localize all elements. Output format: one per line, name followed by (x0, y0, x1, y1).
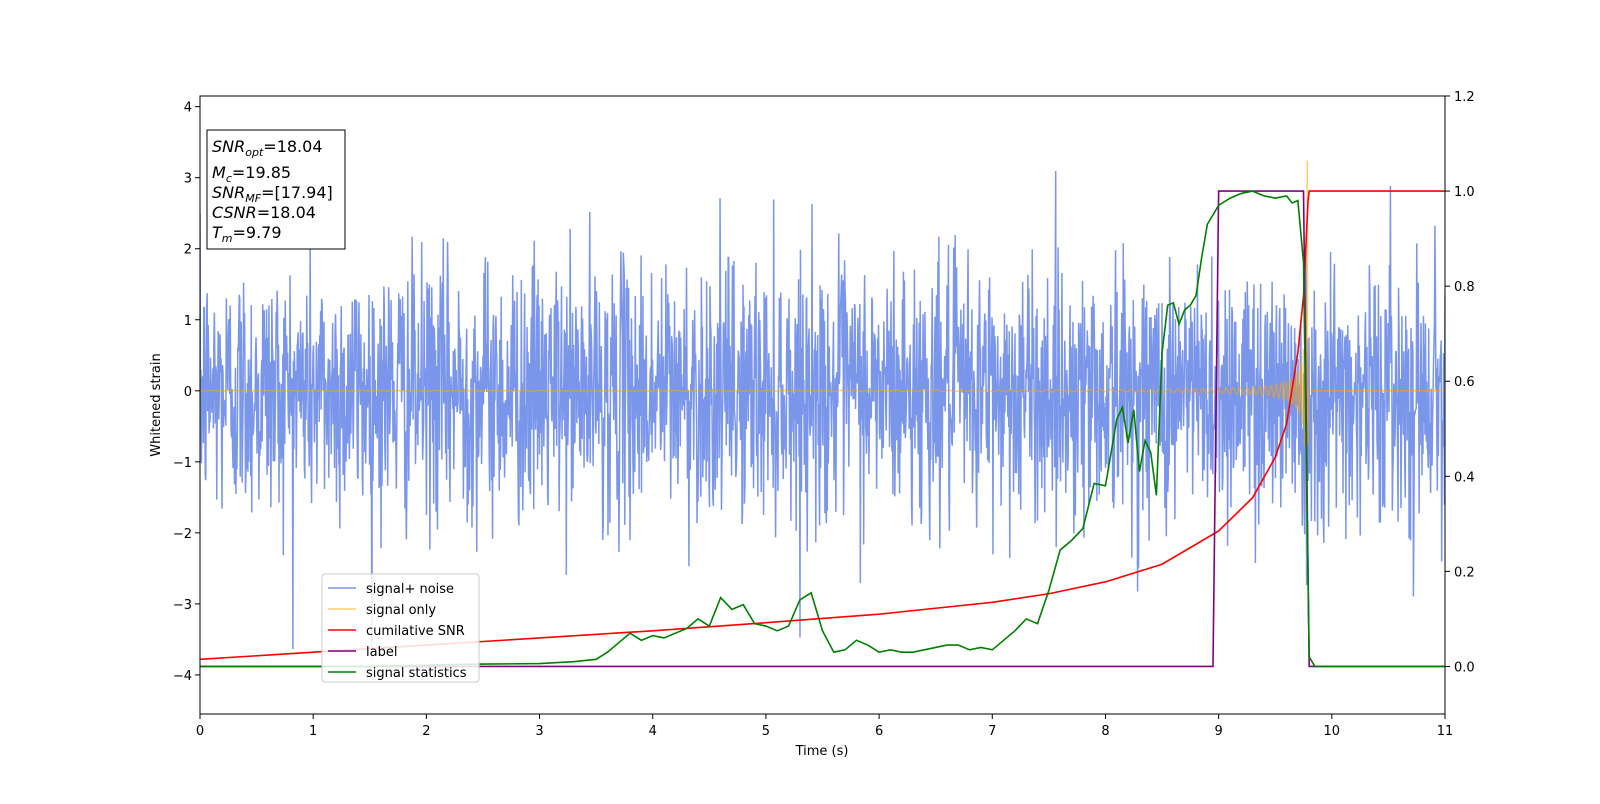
info-snr-opt: SNRopt=18.04 (212, 137, 323, 159)
series-layer (200, 160, 1445, 668)
x-tick-label: 0 (196, 724, 204, 739)
y-tick-label: 3 (184, 172, 192, 187)
y-tick-label: −1 (173, 456, 192, 471)
info-box-frame (206, 129, 346, 250)
y-tick-label: 1 (184, 314, 192, 329)
y2-tick-label: 0.8 (1454, 280, 1475, 295)
plot-frame (199, 95, 1446, 715)
x-tick-label: 4 (649, 724, 657, 739)
series-signal-noise (200, 171, 1445, 660)
y-axis-left: 4 3 2 1 0 −1 −2 −3 −4 (173, 101, 200, 684)
y-tick-label: −3 (173, 598, 192, 613)
info-csnr: CSNR=18.04 (212, 203, 316, 222)
y-axis-right: 1.2 1.0 0.8 0.6 0.4 0.2 0.0 (1445, 90, 1475, 675)
y-tick-label: −4 (173, 669, 192, 684)
x-tick-label: 8 (1101, 724, 1109, 739)
info-mc: Mc=19.85 (212, 163, 291, 185)
x-tick-label: 2 (422, 724, 430, 739)
x-axis: 0 1 2 3 4 5 6 7 8 9 10 11 (196, 714, 1453, 739)
series-cumilative-snr (200, 190, 1445, 661)
legend: signal+ noise signal only cumilative SNR la… (321, 573, 480, 683)
legend-label: cumilative SNR (366, 624, 465, 639)
x-tick-label: 10 (1324, 724, 1341, 739)
x-tick-label: 9 (1214, 724, 1222, 739)
y2-tick-label: 1.2 (1454, 90, 1475, 105)
y-tick-label: 4 (184, 101, 192, 116)
legend-label: signal+ noise (366, 582, 454, 597)
y-tick-label: −2 (173, 527, 192, 542)
legend-label: label (366, 645, 397, 660)
x-tick-label: 7 (988, 724, 996, 739)
legend-label: signal statistics (366, 666, 467, 681)
y2-tick-label: 0.2 (1454, 565, 1475, 580)
info-snr-mf: SNRMF=[17.94] (212, 183, 333, 205)
x-tick-label: 1 (309, 724, 317, 739)
x-tick-label: 11 (1437, 724, 1454, 739)
info-tm: Tm=9.79 (212, 223, 282, 245)
y2-tick-label: 0.0 (1454, 660, 1475, 675)
info-box: SNRopt=18.04 Mc=19.85 SNRMF=[17.94] CSNR… (206, 129, 346, 250)
series-signal-only (200, 160, 1445, 511)
legend-frame (321, 573, 480, 683)
y2-tick-label: 0.4 (1454, 470, 1475, 485)
x-axis-label: Time (s) (795, 744, 849, 759)
y-tick-label: 2 (184, 243, 192, 258)
y2-tick-label: 0.6 (1454, 375, 1475, 390)
x-tick-label: 5 (762, 724, 770, 739)
y-tick-label: 0 (184, 385, 192, 400)
x-tick-label: 6 (875, 724, 883, 739)
y2-tick-label: 1.0 (1454, 185, 1475, 200)
series-signal-statistics (200, 190, 1445, 668)
legend-label: signal only (366, 603, 436, 618)
y-axis-label: Whitened strain (149, 353, 164, 456)
x-tick-label: 3 (535, 724, 543, 739)
